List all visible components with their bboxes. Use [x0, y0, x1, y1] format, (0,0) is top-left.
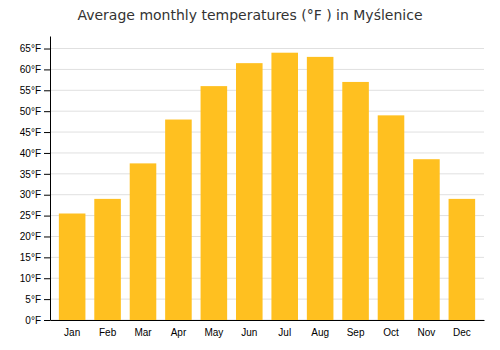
bar [94, 199, 121, 320]
x-tick-label: Sep [347, 327, 365, 338]
y-tick-mark [44, 216, 50, 217]
y-tick-mark [44, 278, 50, 279]
grid-line [50, 111, 484, 112]
y-tick-label: 0°F [25, 315, 41, 326]
grid-line [50, 132, 484, 133]
y-tick: 15°F [20, 252, 50, 263]
chart-container: Average monthly temperatures (°F ) in My… [0, 0, 500, 350]
bars [59, 53, 475, 320]
x-tick-label: Aug [311, 327, 329, 338]
y-tick-label: 5°F [25, 294, 41, 305]
y-tick-mark [44, 132, 50, 133]
bar [342, 82, 369, 320]
y-tick-mark [44, 69, 50, 70]
x-tick-label: Jul [278, 327, 291, 338]
x-tick: Apr [171, 327, 187, 338]
y-tick: 35°F [20, 169, 50, 180]
y-axis: 0°F 5°F 10°F 15°F 20°F 25°F 30°F 35°F 40°F 45°F 50… [20, 37, 51, 326]
x-tick: Mar [134, 327, 152, 338]
bar [307, 57, 334, 320]
y-tick: 10°F [20, 273, 50, 284]
bar [378, 115, 405, 320]
y-tick: 40°F [20, 148, 50, 159]
x-tick: Jan [64, 327, 80, 338]
y-tick: 55°F [20, 85, 50, 96]
y-tick-mark [44, 90, 50, 91]
x-tick: Jun [241, 327, 257, 338]
y-tick: 65°F [20, 43, 50, 54]
y-tick-mark [44, 299, 50, 300]
y-tick-mark [44, 320, 50, 321]
y-tick-mark [44, 195, 50, 196]
grid-line [50, 90, 484, 91]
x-tick: May [204, 327, 223, 338]
x-tick-label: Nov [418, 327, 436, 338]
grid-line [50, 152, 484, 153]
x-tick-label: Mar [134, 327, 152, 338]
x-axis: Jan Feb Mar Apr May Jun Jul Aug Sep Oct Nov Dec [51, 321, 485, 339]
bar [130, 163, 157, 320]
y-tick: 0°F [25, 315, 50, 326]
title: Average monthly temperatures (°F ) in My… [77, 7, 422, 23]
y-tick-label: 15°F [20, 252, 41, 263]
y-axis-line [50, 37, 51, 321]
y-tick-label: 25°F [20, 210, 41, 221]
y-tick-mark [44, 174, 50, 175]
bar [165, 120, 192, 320]
y-tick-label: 60°F [20, 64, 41, 75]
chart-svg: Average monthly temperatures (°F ) in My… [0, 0, 500, 350]
bar [271, 53, 298, 320]
y-tick-mark [44, 257, 50, 258]
y-tick-mark [44, 111, 50, 112]
x-tick: Dec [453, 327, 471, 338]
y-tick-mark [44, 153, 50, 154]
bar [59, 214, 86, 321]
y-tick-label: 50°F [20, 106, 41, 117]
x-axis-line [51, 320, 485, 321]
x-tick: Aug [311, 327, 329, 338]
y-tick-mark [44, 49, 50, 50]
x-tick-label: May [204, 327, 223, 338]
plot: 0°F 5°F 10°F 15°F 20°F 25°F 30°F 35°F 40°F 45°F 50… [20, 37, 485, 339]
y-tick-label: 40°F [20, 148, 41, 159]
grid-line [50, 69, 484, 70]
y-tick: 30°F [20, 189, 50, 200]
x-tick: Jul [278, 327, 291, 338]
bar [413, 159, 440, 320]
x-tick: Feb [99, 327, 117, 338]
grid-line [50, 48, 484, 49]
y-tick-label: 30°F [20, 189, 41, 200]
x-tick-label: Dec [453, 327, 471, 338]
y-tick-label: 10°F [20, 273, 41, 284]
x-tick-label: Feb [99, 327, 117, 338]
x-tick-label: Oct [383, 327, 399, 338]
y-tick: 5°F [25, 294, 50, 305]
x-tick-label: Jan [64, 327, 80, 338]
y-tick: 25°F [20, 210, 50, 221]
y-tick-label: 65°F [20, 43, 41, 54]
y-tick-label: 55°F [20, 85, 41, 96]
bar [236, 63, 263, 320]
y-tick: 45°F [20, 127, 50, 138]
y-tick-label: 20°F [20, 231, 41, 242]
x-tick: Sep [347, 327, 365, 338]
y-tick: 20°F [20, 231, 50, 242]
grid [50, 49, 484, 320]
bar [201, 86, 228, 320]
x-tick: Oct [383, 327, 399, 338]
y-tick-label: 35°F [20, 169, 41, 180]
x-tick-label: Jun [241, 327, 257, 338]
x-tick: Nov [418, 327, 436, 338]
y-tick: 60°F [20, 64, 50, 75]
x-tick-label: Apr [171, 327, 187, 338]
y-tick-label: 45°F [20, 127, 41, 138]
bar [449, 199, 476, 320]
y-tick: 50°F [20, 106, 50, 117]
y-tick-mark [44, 236, 50, 237]
